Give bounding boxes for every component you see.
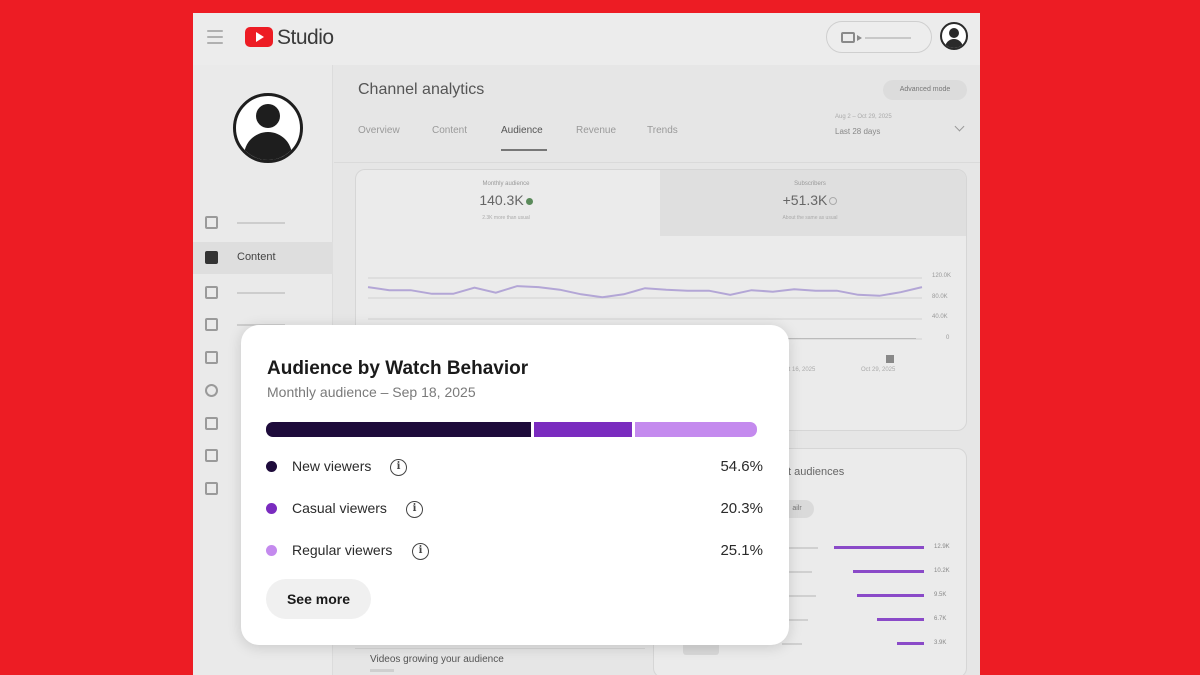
dollar-icon — [205, 417, 218, 430]
popup-title: Audience by Watch Behavior — [267, 358, 529, 379]
legend-percent: 20.3% — [720, 500, 763, 517]
legend-dot — [266, 461, 277, 472]
audience-bar — [897, 642, 924, 645]
chart-scrubber — [786, 338, 916, 339]
see-more-button[interactable]: See more — [266, 579, 371, 619]
legend-percent: 54.6% — [720, 458, 763, 475]
create-label-placeholder — [865, 37, 911, 39]
sidebar-item-content[interactable]: Content — [193, 242, 333, 274]
audience-value: 3.9K — [934, 640, 947, 646]
y-tick: 120.0K — [932, 273, 952, 279]
youtube-logo[interactable] — [245, 27, 273, 47]
stacked-bar — [266, 422, 757, 437]
audience-bar — [834, 546, 924, 549]
chevron-down-icon[interactable] — [954, 121, 965, 132]
menu-icon[interactable] — [207, 30, 223, 44]
trend-up-icon — [525, 197, 533, 205]
audience-value: 6.7K — [934, 616, 947, 622]
legend-item-regular-viewers: Regular viewers i 25.1% — [266, 540, 763, 562]
legend-dot — [266, 503, 277, 514]
legend-item-new-viewers: New viewers i 54.6% — [266, 456, 763, 478]
y-tick: 80.0K — [932, 294, 948, 300]
audience-value: 9.5K — [934, 592, 947, 598]
content-icon — [205, 251, 218, 264]
sidebar-item-dashboard[interactable] — [193, 207, 333, 239]
popup-subtitle: Monthly audience – Sep 18, 2025 — [267, 384, 476, 400]
legend-label: New viewers — [292, 458, 372, 474]
videos-growing-card — [355, 648, 645, 675]
channel-avatar[interactable] — [233, 93, 303, 163]
active-tab-indicator — [501, 149, 547, 151]
video-camera-icon — [841, 32, 862, 43]
subscribers-value: +51.3K — [740, 192, 880, 208]
sidebar-item-customization[interactable] — [193, 440, 333, 472]
audience-value: 10.2K — [934, 568, 950, 574]
date-range-label[interactable]: Last 28 days — [835, 127, 881, 136]
top-bar: Studio — [193, 13, 980, 65]
subscribers-label: Subscribers — [794, 181, 826, 187]
y-tick: 40.0K — [932, 314, 948, 320]
sidebar-item-analytics[interactable] — [193, 277, 333, 309]
sidebar-item-subtitles[interactable] — [193, 342, 333, 374]
tab-revenue[interactable]: Revenue — [576, 125, 617, 136]
subscribers-sub: About the same as usual — [782, 215, 838, 221]
monthly-audience-sub: 2.3K more than usual — [482, 215, 530, 221]
tab-content[interactable]: Content — [432, 125, 468, 136]
sidebar-item-audio-library[interactable] — [193, 473, 333, 505]
monthly-audience-label: Monthly audience — [482, 181, 530, 187]
tab-audience[interactable]: Audience — [501, 125, 543, 136]
audio-library-icon — [205, 482, 218, 495]
chart-handle[interactable] — [886, 355, 894, 363]
sidebar-item-copyright[interactable] — [193, 375, 333, 407]
dashboard-icon — [205, 216, 218, 229]
audience-bar — [877, 618, 924, 621]
subscribers-metric-tab[interactable] — [660, 170, 966, 236]
legend-label: Regular viewers — [292, 542, 393, 558]
legend-percent: 25.1% — [720, 542, 763, 559]
check-circle-icon — [829, 197, 838, 206]
stacked-bar-segment-casual — [533, 422, 633, 437]
sidebar-item-label: Content — [237, 251, 276, 263]
audience-value: 12.9K — [934, 544, 950, 550]
tab-trends[interactable]: Trends — [647, 125, 678, 136]
brand-name: Studio — [277, 26, 334, 49]
audience-bar — [857, 594, 924, 597]
subtitles-icon — [205, 351, 218, 364]
comments-icon — [205, 318, 218, 331]
create-button[interactable] — [826, 21, 932, 53]
series-line — [367, 285, 923, 299]
account-avatar[interactable] — [940, 22, 968, 50]
legend-dot — [266, 545, 277, 556]
analytics-icon — [205, 286, 218, 299]
advanced-mode-button[interactable]: Advanced mode — [883, 80, 967, 100]
info-icon[interactable]: i — [412, 543, 429, 560]
audiences-card-title: t audiences — [788, 466, 845, 478]
x-tick: Oct 16, 2025 — [781, 367, 816, 373]
monthly-audience-value: 140.3K — [436, 192, 576, 208]
divider — [334, 162, 980, 163]
copyright-icon — [205, 384, 218, 397]
x-tick: Oct 29, 2025 — [861, 367, 896, 373]
date-range[interactable]: Aug 2 – Oct 29, 2025 — [835, 114, 892, 120]
legend-label: Casual viewers — [292, 500, 387, 516]
sidebar-item-earn[interactable] — [193, 408, 333, 440]
legend-item-casual-viewers: Casual viewers i 20.3% — [266, 498, 763, 520]
videos-growing-title: Videos growing your audience — [370, 654, 504, 665]
tab-overview[interactable]: Overview — [358, 125, 400, 136]
y-tick: 0 — [946, 335, 950, 341]
info-icon[interactable]: i — [406, 501, 423, 518]
page-title: Channel analytics — [358, 81, 485, 98]
audience-bar — [852, 570, 924, 573]
tools-icon — [205, 449, 218, 462]
stacked-bar-segment-new — [266, 422, 531, 437]
info-icon[interactable]: i — [390, 459, 407, 476]
stacked-bar-segment-regular — [635, 422, 757, 437]
watch-behavior-popup: Audience by Watch Behavior Monthly audie… — [241, 325, 789, 645]
